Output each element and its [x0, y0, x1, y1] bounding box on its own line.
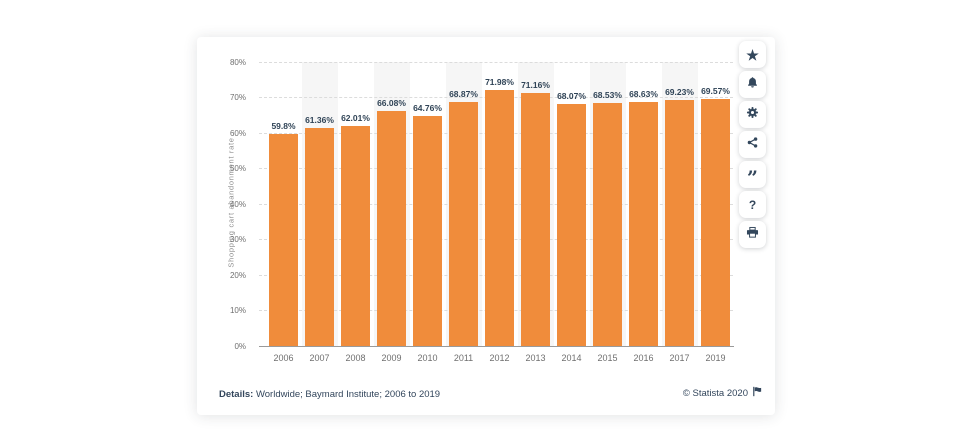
help-button[interactable]: ? [739, 191, 766, 218]
details-text: Details: Worldwide; Baymard Institute; 2… [219, 389, 440, 400]
bar-2007[interactable] [305, 128, 334, 346]
bar-2014[interactable] [557, 104, 586, 346]
value-label: 61.36% [305, 115, 334, 126]
value-label: 69.23% [665, 87, 694, 98]
bar-2015[interactable] [593, 102, 622, 346]
value-label: 59.8% [271, 120, 296, 131]
bar-2012[interactable] [485, 90, 514, 346]
notifications-button[interactable] [739, 71, 766, 98]
x-tick-label: 2014 [561, 353, 582, 363]
copyright-text: © Statista 2020 [682, 387, 748, 399]
share-icon [746, 136, 759, 154]
bar-2013[interactable] [521, 93, 550, 346]
value-label: 68.07% [557, 91, 586, 102]
y-tick-label: 0% [234, 341, 246, 351]
y-tick-label: 40% [229, 199, 246, 209]
cite-button[interactable]: ” [739, 161, 766, 188]
value-label: 62.01% [341, 112, 370, 123]
y-tick-label: 10% [229, 306, 246, 315]
value-label: 69.57% [701, 86, 730, 97]
x-tick-label: 2013 [525, 353, 546, 363]
y-tick-label: 70% [229, 93, 246, 102]
question-icon: ? [748, 197, 757, 212]
x-tick-label: 2007 [309, 353, 330, 363]
printer-icon [746, 226, 759, 244]
bar-2010[interactable] [413, 116, 442, 346]
print-button[interactable] [739, 221, 766, 248]
gear-icon [746, 106, 759, 124]
value-label: 71.98% [485, 77, 514, 88]
plot-area: 59.8% 61.36% 62.01% 66.08% 64.76% 68.87% 71.98… [259, 61, 734, 347]
y-tick-label: 60% [229, 128, 246, 138]
settings-button[interactable] [739, 101, 766, 128]
bar-2019[interactable] [701, 99, 730, 346]
x-tick-label: 2006 [273, 353, 294, 363]
x-tick-label: 2008 [345, 353, 366, 363]
bar-2006[interactable] [269, 133, 298, 346]
share-button[interactable] [739, 131, 766, 158]
value-label: 64.76% [413, 103, 442, 114]
value-label: 68.87% [449, 88, 478, 99]
y-tick-label: 30% [229, 235, 246, 244]
x-tick-label: 2017 [669, 353, 690, 363]
value-label: 68.63% [629, 89, 658, 100]
star-icon: ★ [746, 46, 759, 63]
x-tick-label: 2010 [417, 353, 438, 363]
bar-2008[interactable] [341, 125, 370, 346]
x-tick-label: 2016 [633, 353, 654, 363]
chart-toolbar: ★ [739, 41, 766, 251]
gridline [259, 61, 733, 63]
copyright: © Statista 2020 [683, 386, 763, 400]
x-tick-label: 2015 [597, 353, 618, 363]
bell-icon [746, 76, 759, 94]
x-axis-line [259, 346, 734, 347]
bar-2011[interactable] [449, 101, 478, 346]
y-tick-label: 80% [229, 57, 246, 67]
x-tick-label: 2012 [489, 353, 510, 363]
x-tick-label: 2009 [381, 353, 402, 363]
details-value: Worldwide; Baymard Institute; 2006 to 20… [253, 389, 441, 400]
quote-icon: ” [747, 167, 758, 190]
value-label: 71.16% [521, 80, 550, 91]
y-tick-label: 20% [229, 270, 246, 280]
bar-2017[interactable] [665, 100, 694, 346]
x-tick-label: 2019 [705, 353, 726, 363]
flag-icon[interactable] [752, 386, 763, 400]
value-label: 66.08% [377, 98, 406, 109]
y-tick-label: 50% [229, 164, 246, 173]
x-axis-labels: 2006 2007 2008 2009 2010 2011 2012 2013 2014 2015… [262, 350, 730, 364]
chart-card: Shopping cart abandonment rate 0% 10% 20% 3… [197, 37, 775, 415]
value-label: 68.53% [593, 89, 622, 100]
details-label: Details: [219, 389, 254, 400]
x-tick-label: 2011 [453, 353, 474, 363]
bar-2009[interactable] [377, 111, 406, 346]
favorite-button[interactable]: ★ [739, 41, 766, 68]
bar-2016[interactable] [629, 102, 658, 346]
y-axis-labels: 0% 10% 20% 30% 40% 50% 60% 70% 80% [197, 58, 254, 351]
